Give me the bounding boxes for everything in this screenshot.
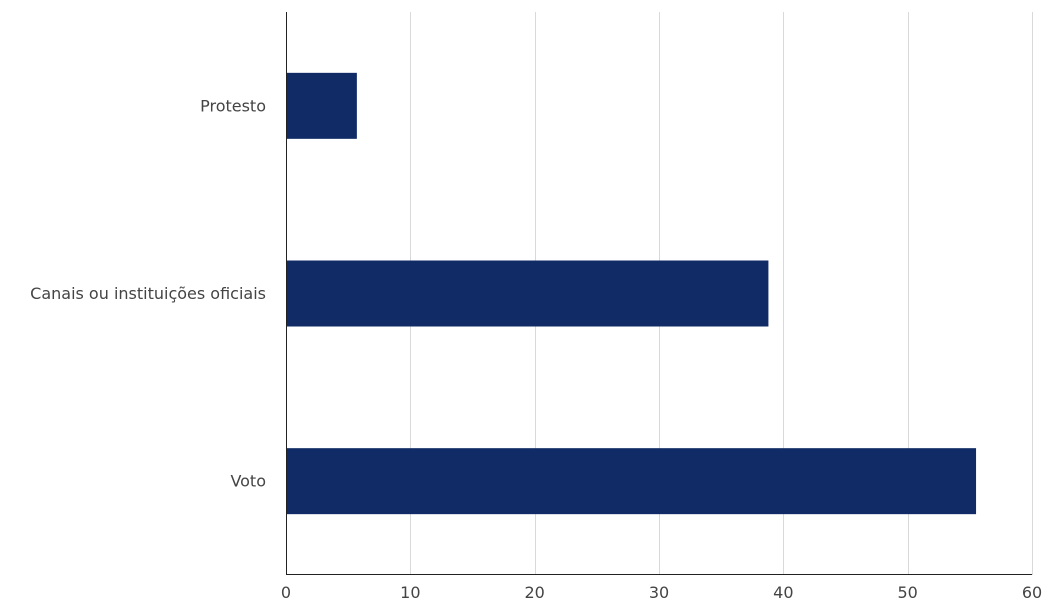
category-label: Protesto [200, 96, 266, 115]
category-label: Voto [230, 472, 266, 491]
axes [286, 12, 1032, 575]
x-tick-label: 60 [1022, 583, 1042, 602]
x-tick-label: 50 [897, 583, 917, 602]
bar [286, 72, 357, 139]
x-tick-labels: 0 10 20 30 40 50 60 [281, 583, 1042, 602]
x-tick-label: 20 [524, 583, 544, 602]
x-tick-label: 10 [400, 583, 420, 602]
bar [286, 448, 977, 515]
bar [286, 260, 769, 327]
x-tick-label: 40 [773, 583, 793, 602]
bars [286, 72, 977, 515]
x-tick-label: 30 [649, 583, 669, 602]
category-label: Canais ou instituições oficiais [30, 284, 266, 303]
x-tick-label: 0 [281, 583, 291, 602]
category-labels: Protesto Canais ou instituições oficiais V… [30, 96, 266, 490]
